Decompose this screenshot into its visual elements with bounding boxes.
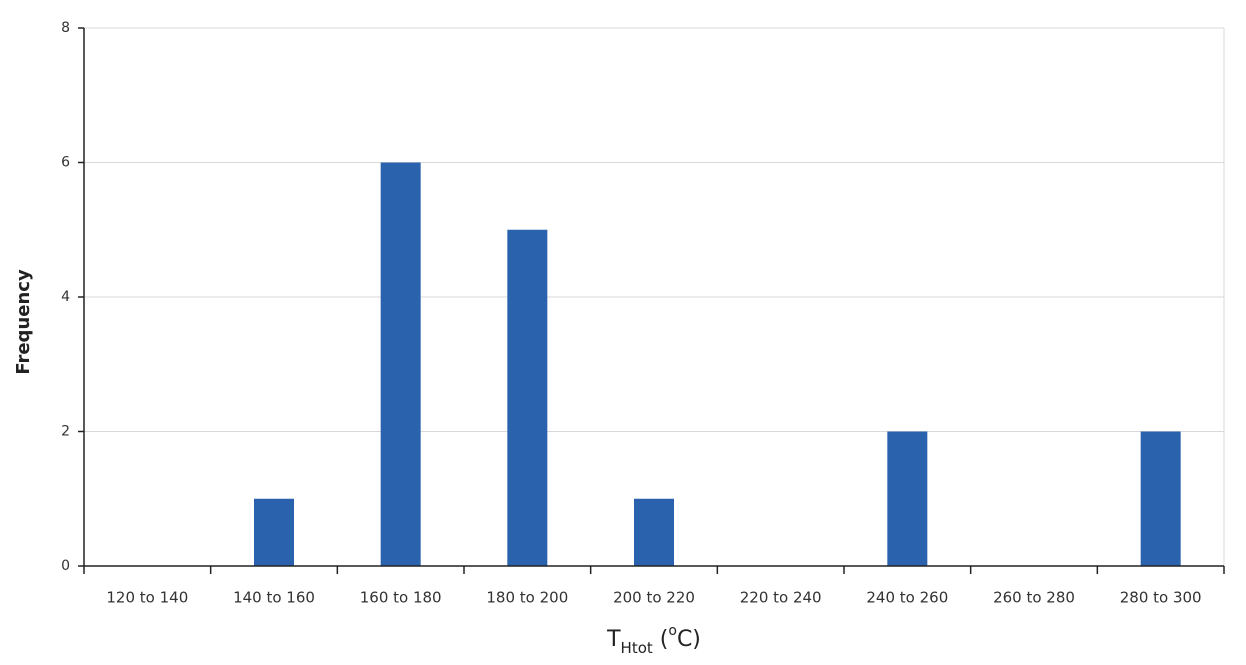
x-axis-label-part: C) <box>677 627 701 652</box>
y-tick-label: 0 <box>61 558 70 574</box>
x-axis-label-part: ( <box>653 627 669 652</box>
x-axis-label-part: o <box>668 623 677 639</box>
y-tick-label: 2 <box>61 424 70 440</box>
x-tick-label: 200 to 220 <box>613 589 695 607</box>
x-tick-label: 240 to 260 <box>866 589 948 607</box>
x-axis-label: THtot (oC) <box>606 623 701 657</box>
bar <box>887 431 928 566</box>
y-tick-label: 6 <box>61 155 70 171</box>
bar <box>1140 431 1181 566</box>
x-tick-label: 260 to 280 <box>993 589 1075 607</box>
x-tick-label: 160 to 180 <box>360 589 442 607</box>
bar <box>254 498 294 566</box>
x-tick-label: 220 to 240 <box>740 589 822 607</box>
y-tick-label: 8 <box>61 20 70 36</box>
x-axis-label-part: Htot <box>621 639 653 657</box>
x-tick-label: 120 to 140 <box>106 589 188 607</box>
x-tick-label: 140 to 160 <box>233 589 315 607</box>
y-tick-label: 4 <box>61 289 70 305</box>
x-tick-label: 180 to 200 <box>486 589 568 607</box>
bar <box>507 229 548 566</box>
y-axis-label: Frequency <box>13 269 34 375</box>
bar <box>634 498 674 566</box>
x-tick-label: 280 to 300 <box>1120 589 1202 607</box>
x-axis-label-part: T <box>606 627 621 652</box>
bar <box>380 162 421 566</box>
